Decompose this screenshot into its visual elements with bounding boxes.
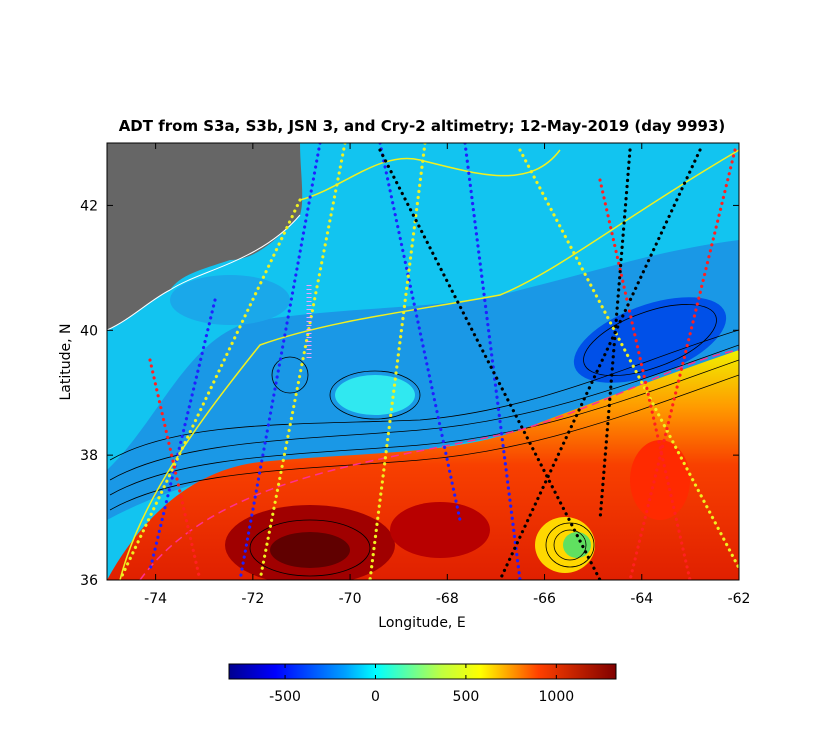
y-tick-label: 36 xyxy=(80,573,98,589)
x-tick-label: -72 xyxy=(241,591,264,607)
x-tick-label: -66 xyxy=(533,591,556,607)
x-axis-label: Longitude, E xyxy=(378,615,465,631)
x-tick-label: -68 xyxy=(436,591,459,607)
y-tick-label: 38 xyxy=(80,448,98,464)
colorbar-tick-label: 500 xyxy=(453,689,480,705)
y-tick-label: 40 xyxy=(80,323,98,339)
y-axis-label: Latitude, N xyxy=(58,324,74,401)
x-tick-label: -62 xyxy=(728,591,751,607)
chart-title: ADT from S3a, S3b, JSN 3, and Cry-2 alti… xyxy=(119,117,726,135)
x-tick-label: -74 xyxy=(144,591,167,607)
colorbar-tick-label: 1000 xyxy=(539,689,575,705)
x-tick-label: -70 xyxy=(339,591,362,607)
colorbar-tick-label: -500 xyxy=(269,689,301,705)
colorbar xyxy=(228,663,617,680)
y-tick-label: 42 xyxy=(80,198,98,214)
plot-frame xyxy=(106,142,740,581)
x-tick-label: -64 xyxy=(630,591,653,607)
colorbar-tick-label: 0 xyxy=(371,689,380,705)
map-field xyxy=(107,143,739,580)
